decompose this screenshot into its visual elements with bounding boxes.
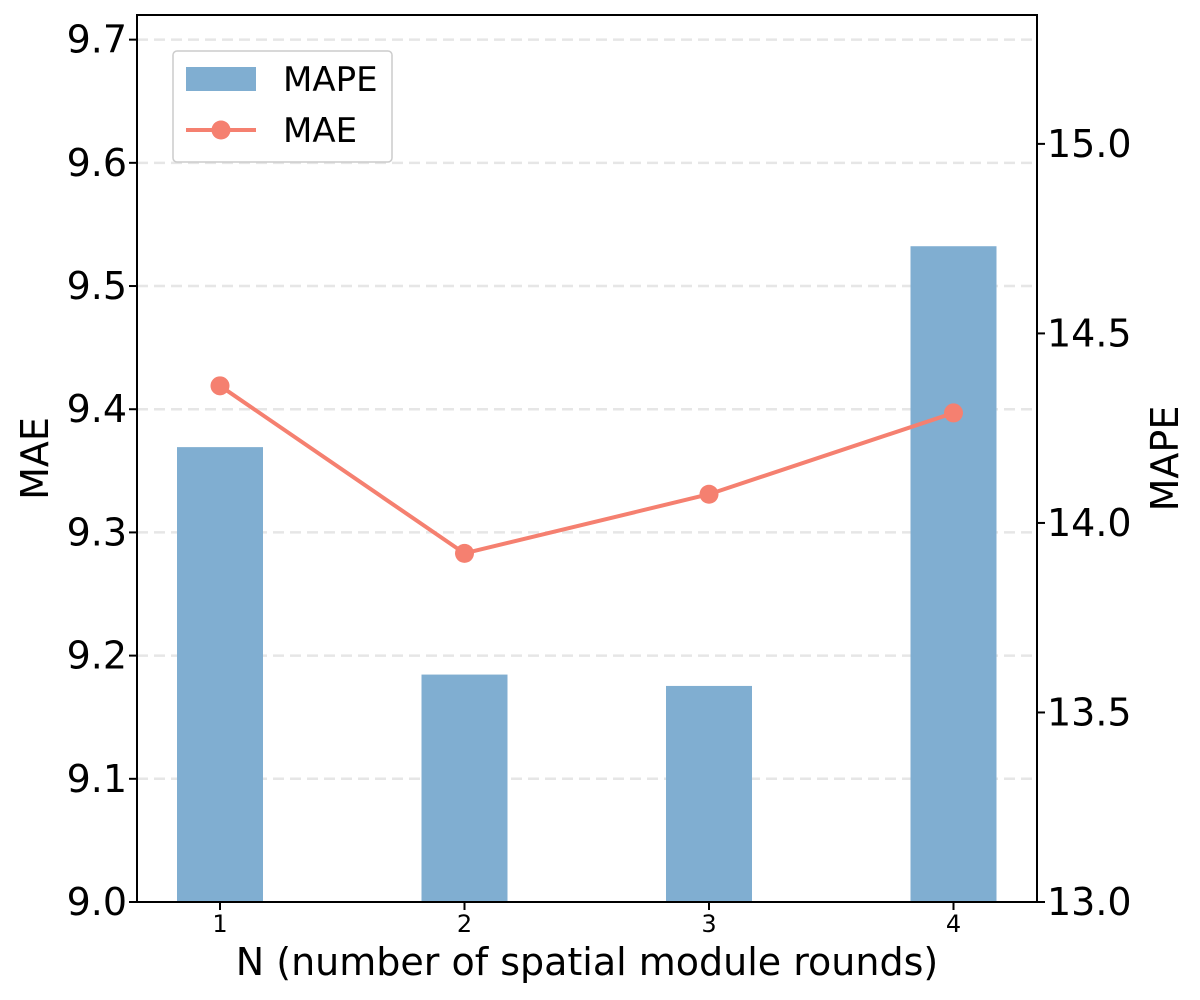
left-tick-label: 9.6 xyxy=(67,141,127,185)
mae-point xyxy=(699,484,719,504)
x-tick-label: 2 xyxy=(457,910,472,938)
left-axis-title: MAE xyxy=(13,417,57,500)
right-tick-label: 14.0 xyxy=(1047,501,1132,545)
left-tick-label: 9.0 xyxy=(67,880,127,924)
plot-frame xyxy=(136,14,1038,903)
x-tick-label: 1 xyxy=(212,910,227,938)
mae-point xyxy=(944,403,963,423)
x-tick-label: 4 xyxy=(946,910,961,938)
legend-label-mape: MAPE xyxy=(283,60,378,100)
right-tick-label: 13.5 xyxy=(1047,690,1132,734)
mape-bar xyxy=(177,447,263,902)
mape-bars xyxy=(177,246,997,902)
mae-point xyxy=(455,543,474,563)
right-tick-label: 15.0 xyxy=(1047,122,1132,166)
mape-bar xyxy=(910,246,997,902)
mae-point xyxy=(210,376,230,396)
legend-label-mae: MAE xyxy=(283,111,357,151)
left-tick-label: 9.3 xyxy=(67,510,127,554)
right-tick-label: 14.5 xyxy=(1047,311,1132,355)
x-axis-ticks: 1 2 3 4 xyxy=(212,902,961,938)
x-axis-title: N (number of spatial module rounds) xyxy=(236,940,938,984)
mape-bar xyxy=(421,674,508,902)
right-axis-title: MAPE xyxy=(1143,406,1187,512)
grid-lines xyxy=(137,38,1037,781)
mae-line xyxy=(218,384,955,556)
left-tick-label: 9.1 xyxy=(67,757,127,801)
left-tick-label: 9.4 xyxy=(67,387,127,431)
x-tick-label: 3 xyxy=(701,910,716,938)
mape-bar xyxy=(666,685,752,902)
right-axis-ticks: 13.0 13.5 14.0 14.5 15.0 xyxy=(1037,122,1132,924)
legend: MAPE MAE xyxy=(172,50,393,163)
legend-swatch-mape xyxy=(186,67,256,91)
left-tick-label: 9.2 xyxy=(67,634,127,678)
right-tick-label: 13.0 xyxy=(1047,880,1132,924)
left-axis-ticks: 9.0 9.1 9.2 9.3 9.4 9.5 9.6 9.7 xyxy=(67,18,137,924)
left-tick-label: 9.5 xyxy=(67,264,127,308)
left-tick-label: 9.7 xyxy=(67,18,127,62)
mae-line-series xyxy=(210,376,963,563)
legend-marker-mae xyxy=(211,120,231,140)
